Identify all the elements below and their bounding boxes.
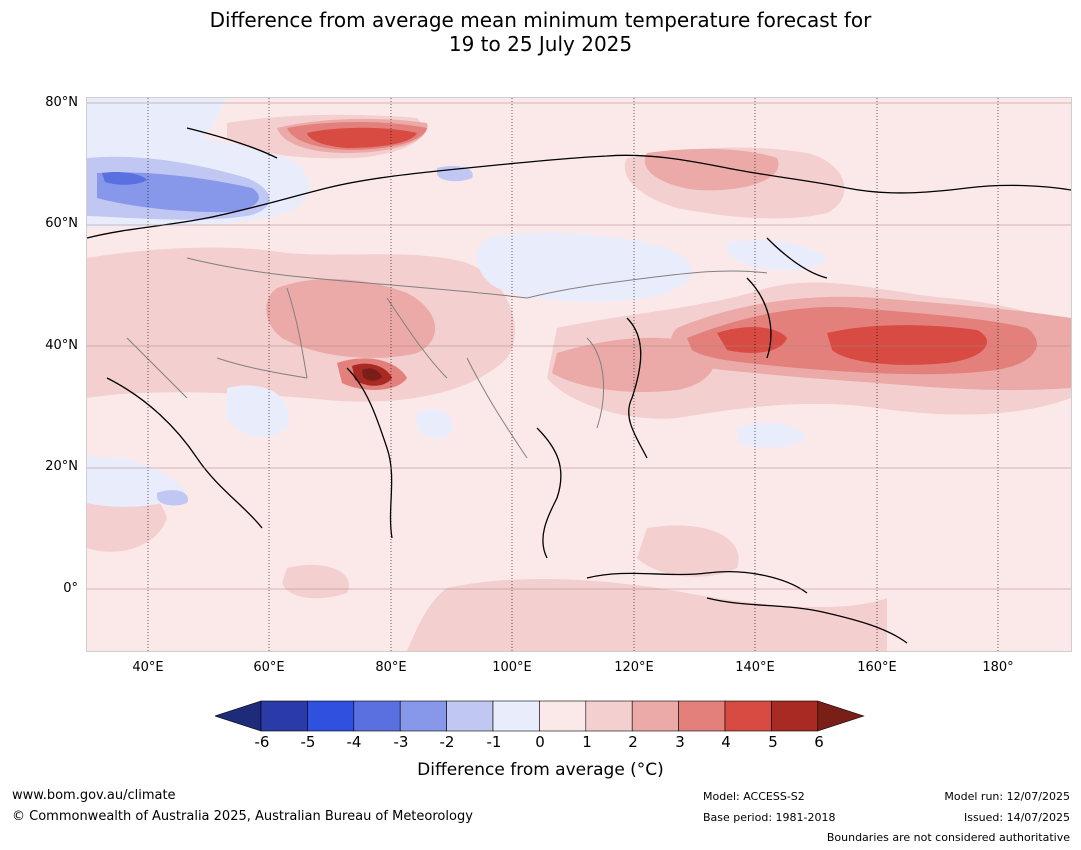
- colorbar-segment: [399, 700, 447, 732]
- anomaly-above-6-areas: [362, 368, 382, 381]
- lat-label-20n: 20°N: [45, 459, 78, 474]
- lon-label-40e: 40°E: [132, 660, 164, 675]
- lon-label-140e: 140°E: [735, 660, 775, 675]
- base-period: Base period: 1981-2018: [703, 811, 836, 824]
- website-url[interactable]: www.bom.gov.au/climate: [12, 788, 176, 803]
- latitude-gridlines: [87, 102, 1071, 590]
- colorbar-tick: 6: [814, 733, 824, 751]
- coastlines: [87, 127, 1071, 644]
- colorbar-tick: 1: [582, 733, 592, 751]
- colorbar-extend-high: [817, 700, 865, 732]
- lon-label-60e: 60°E: [253, 660, 285, 675]
- colorbar-segment: [631, 700, 679, 732]
- colorbar-segment: [492, 700, 540, 732]
- temperature-anomaly-map: [86, 97, 1072, 652]
- colorbar-segment: [724, 700, 772, 732]
- colorbar-segment: [771, 700, 819, 732]
- map-title: Difference from average mean minimum tem…: [0, 8, 1081, 56]
- colorbar-segment: [446, 700, 494, 732]
- colorbar-tick: -1: [486, 733, 502, 751]
- colorbar-extend-low: [215, 700, 262, 732]
- colorbar-tick: -4: [346, 733, 362, 751]
- lon-label-100e: 100°E: [492, 660, 532, 675]
- longitude-gridlines: [147, 98, 999, 651]
- copyright-text: © Commonwealth of Australia 2025, Austra…: [12, 809, 473, 824]
- boundaries-disclaimer: Boundaries are not considered authoritat…: [826, 831, 1070, 844]
- anomaly-minus-4-minus-3-areas: [102, 171, 147, 185]
- colorbar-tick: 5: [768, 733, 778, 751]
- lon-label-180: 180°: [982, 660, 1014, 675]
- colorbar-segment: [353, 700, 401, 732]
- colorbar-tick: -5: [300, 733, 316, 751]
- colorbar-tick: -6: [254, 733, 270, 751]
- colorbar-tick: 0: [535, 733, 545, 751]
- title-line-2: 19 to 25 July 2025: [448, 32, 633, 56]
- colorbar-tick: 3: [675, 733, 685, 751]
- colorbar-tick: 2: [628, 733, 638, 751]
- model-run-date: Model run: 12/07/2025: [944, 790, 1070, 803]
- colorbar-segment: [260, 700, 308, 732]
- colorbar-segment: [585, 700, 633, 732]
- colorbar-segment: [307, 700, 355, 732]
- lat-label-60n: 60°N: [45, 216, 78, 231]
- colorbar-tick: -2: [439, 733, 455, 751]
- lat-label-80n: 80°N: [45, 95, 78, 110]
- colorbar-segment: [539, 700, 587, 732]
- issued-date: Issued: 14/07/2025: [963, 811, 1070, 824]
- country-borders: [126, 257, 768, 459]
- title-line-1: Difference from average mean minimum tem…: [209, 8, 872, 32]
- lon-label-120e: 120°E: [614, 660, 654, 675]
- colorbar-tick: 4: [721, 733, 731, 751]
- map-canvas: [87, 98, 1071, 651]
- colorbar-tick: -3: [393, 733, 409, 751]
- lat-label-40n: 40°N: [45, 338, 78, 353]
- colorbar-segment: [678, 700, 726, 732]
- lon-label-160e: 160°E: [857, 660, 897, 675]
- model-name: Model: ACCESS-S2: [703, 790, 805, 803]
- colorbar: [215, 700, 865, 732]
- lat-label-0: 0°: [63, 581, 78, 596]
- colorbar-label: Difference from average (°C): [417, 760, 664, 780]
- lon-label-80e: 80°E: [375, 660, 407, 675]
